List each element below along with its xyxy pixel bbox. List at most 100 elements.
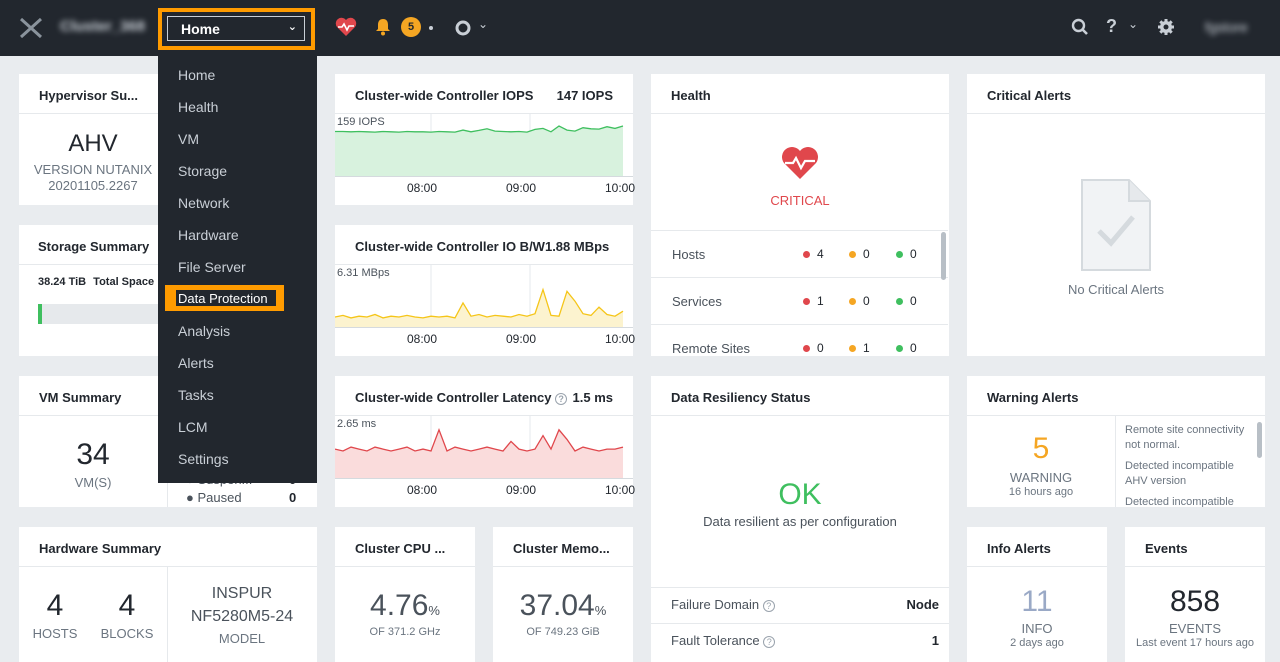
health-green-count: 0 — [910, 341, 917, 355]
health-widget[interactable]: Health CRITICAL Hosts 4 0 0 Services 1 0… — [651, 74, 949, 356]
search-icon[interactable] — [1071, 18, 1089, 36]
menu-item-vm[interactable]: VM — [178, 131, 199, 147]
widget-title: Cluster Memo... — [513, 541, 610, 556]
health-heart-icon[interactable] — [335, 17, 357, 37]
iops-widget[interactable]: Cluster-wide Controller IOPS 147 IOPS 15… — [335, 74, 636, 205]
iops-chart — [335, 114, 633, 177]
circle-status-icon[interactable] — [454, 19, 472, 37]
help-icon[interactable]: ? — [762, 599, 775, 612]
alerts-count-badge[interactable]: 5 — [401, 17, 421, 37]
events-count-label: EVENTS — [1168, 621, 1221, 636]
chevron-down-icon[interactable]: ⌄ — [1128, 17, 1139, 31]
warning-alert-item[interactable]: Detected incompatible AHV version — [1125, 460, 1234, 487]
series-line — [335, 125, 624, 133]
menu-item-home[interactable]: Home — [178, 67, 216, 83]
series-area — [335, 289, 623, 327]
events-sub: Last event 17 hours ago — [1135, 637, 1255, 649]
health-row-label: Remote Sites — [672, 341, 751, 356]
health-green-count: 0 — [910, 247, 917, 261]
help-icon[interactable]: ? — [763, 635, 776, 648]
health-row-services[interactable]: Services 1 0 0 — [651, 277, 948, 324]
menu-item-hardware[interactable]: Hardware — [178, 227, 239, 243]
events-widget[interactable]: Events 858 EVENTS Last event 17 hours ag… — [1125, 527, 1265, 662]
latency-title: Cluster-wide Controller Latency — [355, 390, 552, 405]
health-row-hosts[interactable]: Hosts 4 0 0 — [651, 230, 948, 277]
fault-tolerance-value: 1 — [931, 633, 939, 648]
help-icon[interactable]: ? — [1106, 16, 1117, 36]
iops-peak-label: 159 IOPS — [337, 116, 385, 128]
model-line1: INSPUR — [211, 585, 273, 602]
chevron-down-icon[interactable]: ⌄ — [478, 17, 489, 31]
hypervisor-summary-widget[interactable]: Hypervisor Su... AHV VERSION NUTANIX 202… — [19, 74, 167, 205]
menu-item-analysis[interactable]: Analysis — [178, 323, 231, 339]
cluster-cpu-widget[interactable]: Cluster CPU ... 4.76% OF 371.2 GHz — [335, 527, 475, 662]
home-dropdown-menu: Home Health VM Storage Network Hardware … — [158, 56, 317, 483]
health-row-remote-sites[interactable]: Remote Sites 0 1 0 — [651, 324, 948, 356]
cpu-sub: OF 371.2 GHz — [369, 626, 441, 638]
hypervisor-name: AHV — [68, 130, 118, 157]
health-red-count: 4 — [817, 247, 824, 261]
warning-scrollbar[interactable] — [1257, 422, 1262, 458]
gear-icon[interactable] — [1157, 18, 1175, 36]
document-check-icon — [1081, 179, 1151, 271]
storage-summary-widget[interactable]: Storage Summary 38.24 TiB Total Space — [19, 225, 168, 356]
widget-title: Data Resiliency Status — [671, 390, 811, 405]
vm-row-paused: ● Paused — [186, 490, 242, 505]
warning-alert-item[interactable]: Detected incompatible — [1125, 496, 1234, 507]
cluster-name[interactable]: Cluster_368 — [60, 18, 146, 35]
memory-usage: 37.04% — [519, 589, 607, 622]
bell-icon[interactable] — [374, 17, 392, 36]
warning-count: 5 — [1032, 432, 1050, 465]
info-count: 11 — [1021, 585, 1053, 618]
warning-time: 16 hours ago — [1008, 486, 1074, 498]
warning-alert-item[interactable]: Remote site connectivity not normal. — [1125, 424, 1245, 451]
health-red-count: 1 — [817, 294, 824, 308]
blocks-label: BLOCKS — [100, 626, 154, 641]
io-bw-chart — [335, 265, 633, 328]
health-scrollbar[interactable] — [941, 232, 946, 280]
menu-item-alerts[interactable]: Alerts — [178, 355, 214, 371]
widget-title: Hypervisor Su... — [39, 88, 138, 103]
widget-title: Hardware Summary — [39, 541, 162, 556]
menu-item-lcm[interactable]: LCM — [178, 419, 208, 435]
health-row-label: Services — [672, 294, 722, 309]
io-bandwidth-widget[interactable]: Cluster-wide Controller IO B/W1.88 MBps … — [335, 225, 635, 356]
critical-alerts-widget[interactable]: Critical Alerts No Critical Alerts — [967, 74, 1265, 356]
cluster-memory-widget[interactable]: Cluster Memo... 37.04% OF 749.23 GiB — [493, 527, 633, 662]
warning-alerts-widget[interactable]: Warning Alerts 5 WARNING 16 hours ago Re… — [967, 376, 1265, 507]
menu-item-tasks[interactable]: Tasks — [178, 387, 214, 403]
x-tick-label: 10:00 — [605, 181, 636, 195]
io-bw-value: 1.88 MBps — [544, 239, 610, 254]
health-yellow-count: 1 — [863, 341, 870, 355]
menu-item-data-protection[interactable]: Data Protection — [178, 291, 268, 306]
health-row-label: Hosts — [672, 247, 706, 262]
resiliency-status: OK — [778, 478, 822, 511]
info-time: 2 days ago — [1010, 637, 1064, 649]
x-tick-label: 09:00 — [506, 181, 537, 195]
model-line2: NF5280M5-24 — [190, 608, 294, 625]
help-icon[interactable]: ? — [555, 392, 568, 405]
home-dropdown[interactable]: Home ⌄ — [167, 16, 305, 41]
menu-item-health[interactable]: Health — [178, 99, 219, 115]
nutanix-logo-icon[interactable] — [18, 16, 44, 40]
vm-paused-value: 0 — [289, 490, 297, 505]
events-count: 858 — [1169, 585, 1221, 618]
menu-item-storage[interactable]: Storage — [178, 163, 228, 179]
widget-title: Events — [1145, 541, 1188, 556]
menu-item-file-server[interactable]: File Server — [178, 259, 246, 275]
hardware-summary-widget[interactable]: Hardware Summary 4 HOSTS 4 BLOCKS INSPUR… — [19, 527, 317, 662]
data-resiliency-widget[interactable]: Data Resiliency Status OK Data resilient… — [651, 376, 949, 662]
series-line — [335, 287, 624, 319]
user-menu[interactable]: fgstore — [1205, 19, 1248, 35]
menu-item-network[interactable]: Network — [178, 195, 230, 211]
latency-peak-label: 2.65 ms — [337, 418, 377, 430]
latency-widget[interactable]: Cluster-wide Controller Latency ? 1.5 ms… — [335, 376, 635, 507]
menu-item-settings[interactable]: Settings — [178, 451, 229, 467]
series-area — [335, 126, 623, 176]
chevron-down-icon: ⌄ — [287, 21, 297, 33]
info-count-label: INFO — [1021, 621, 1053, 636]
widget-title: Warning Alerts — [987, 390, 1079, 405]
widget-title: Critical Alerts — [987, 88, 1072, 103]
vm-count: 34 — [76, 438, 110, 471]
info-alerts-widget[interactable]: Info Alerts 11 INFO 2 days ago — [967, 527, 1107, 662]
